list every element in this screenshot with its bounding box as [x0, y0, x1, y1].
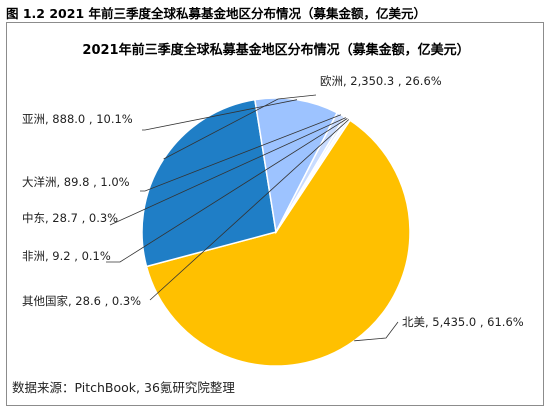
- chart-title: 2021年前三季度全球私募基金地区分布情况（募集金额，亿美元）: [82, 42, 469, 58]
- slice-other-countries: [275, 117, 351, 233]
- slice-north-america: [145, 119, 411, 367]
- figure-caption: 图 1.2 2021 年前三季度全球私募基金地区分布情况（募集金额，亿美元）: [6, 6, 426, 21]
- leader-line-other-countries: [149, 119, 350, 301]
- leader-line-asia: [142, 99, 298, 131]
- leader-line-middle-east: [109, 117, 346, 226]
- leader-line-oceania: [140, 114, 342, 192]
- slice-label-oceania: 大洋洲, 89.8 , 1.0%: [22, 175, 130, 189]
- leader-lines: [106, 94, 399, 342]
- slice-label-africa: 非洲, 9.2 , 0.1%: [22, 249, 111, 263]
- leader-line-africa: [106, 118, 348, 263]
- slice-label-middle-east: 中东, 28.7 , 0.3%: [22, 211, 118, 225]
- slice-labels: 北美, 5,435.0 , 61.6% 欧洲, 2,350.3 , 26.6% 亚洲…: [22, 74, 524, 329]
- pie-slices: [141, 97, 411, 367]
- slice-label-europe: 欧洲, 2,350.3 , 26.6%: [320, 74, 442, 88]
- source-note: 数据来源：PitchBook, 36氪研究院整理: [12, 380, 235, 395]
- slice-label-asia: 亚洲, 888.0 , 10.1%: [22, 112, 133, 126]
- leader-line-north-america: [354, 321, 399, 342]
- slice-label-north-america: 北美, 5,435.0 , 61.6%: [402, 315, 524, 329]
- leader-line-europe: [163, 94, 317, 160]
- slice-label-other-countries: 其他国家, 28.6 , 0.3%: [22, 294, 141, 308]
